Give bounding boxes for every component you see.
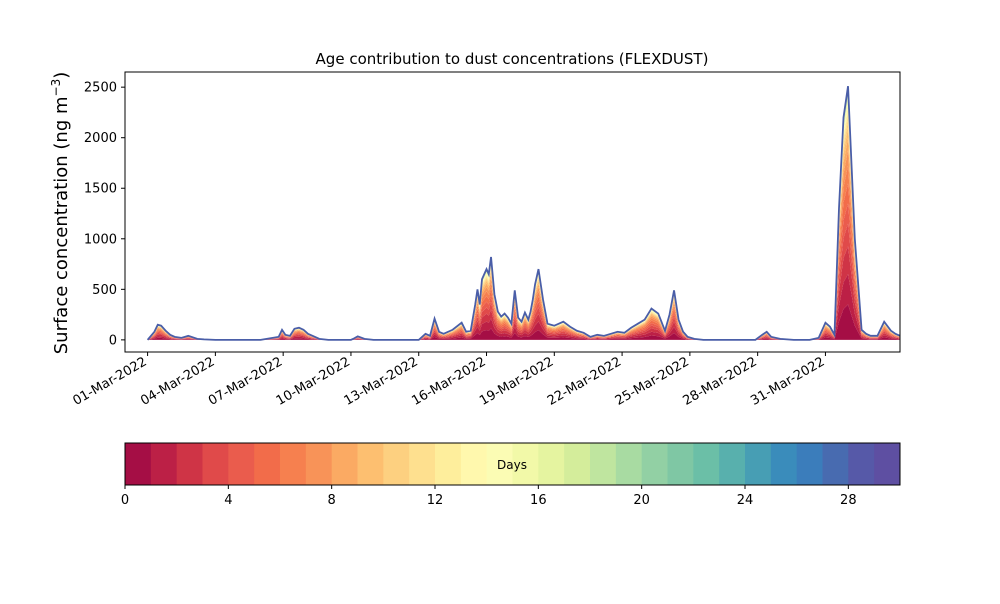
colorbar-segment [874, 443, 901, 485]
colorbar-segment [590, 443, 617, 485]
colorbar-segment [538, 443, 565, 485]
colorbar-tick-label: 4 [224, 493, 232, 508]
colorbar-segment [280, 443, 307, 485]
colorbar-segment [254, 443, 281, 485]
colorbar-segment [564, 443, 591, 485]
colorbar-tick-label: 0 [121, 493, 129, 508]
colorbar-segment [202, 443, 229, 485]
colorbar-segment [615, 443, 643, 485]
colorbar-segment [383, 443, 410, 485]
colorbar-segment [409, 443, 436, 485]
colorbar-ticks: 0 4 8 12 16 20 24 28 [121, 485, 857, 508]
y-tick-label: 2000 [84, 131, 117, 146]
chart-title: Age contribution to dust concentrations … [316, 50, 709, 68]
colorbar-segment [435, 443, 462, 485]
colorbar-segment [125, 443, 152, 485]
colorbar-segment [176, 443, 203, 485]
colorbar-segment [228, 443, 255, 485]
colorbar-segment [667, 443, 694, 485]
colorbar-segment [460, 443, 488, 485]
colorbar-label: Days [497, 458, 527, 472]
colorbar-tick-label: 20 [633, 493, 650, 508]
colorbar-segment [719, 443, 746, 485]
colorbar-segment [822, 443, 849, 485]
y-axis-ticks: 0 500 1000 1500 2000 2500 [84, 81, 125, 348]
y-tick-label: 500 [92, 283, 117, 298]
colorbar-segment [745, 443, 772, 485]
y-axis-label: Surface concentration (ng m−3) [49, 72, 72, 355]
colorbar-tick-label: 24 [737, 493, 754, 508]
colorbar-frame [124, 442, 901, 486]
plot-frame [124, 71, 901, 353]
colorbar-segment [486, 443, 513, 485]
colorbar-segment [150, 443, 178, 485]
total-concentration-line [146, 86, 901, 341]
colorbar-tick-label: 28 [840, 493, 857, 508]
y-tick-label: 1000 [84, 232, 117, 247]
colorbar-segment [331, 443, 358, 485]
colorbar-segment [796, 443, 823, 485]
colorbar-segment [693, 443, 720, 485]
colorbar-segment [770, 443, 798, 485]
y-tick-label: 1500 [84, 182, 117, 197]
y-tick-label: 0 [109, 333, 117, 348]
colorbar-segment [641, 443, 668, 485]
colorbar-segment [357, 443, 384, 485]
colorbar-segment [305, 443, 333, 485]
y-tick-label: 2500 [84, 81, 117, 96]
colorbar-tick-label: 12 [427, 493, 444, 508]
colorbar-tick-label: 8 [328, 493, 336, 508]
colorbar-segment [512, 443, 539, 485]
colorbar-tick-label: 16 [530, 493, 547, 508]
colorbar [125, 443, 901, 485]
colorbar-segment [848, 443, 875, 485]
